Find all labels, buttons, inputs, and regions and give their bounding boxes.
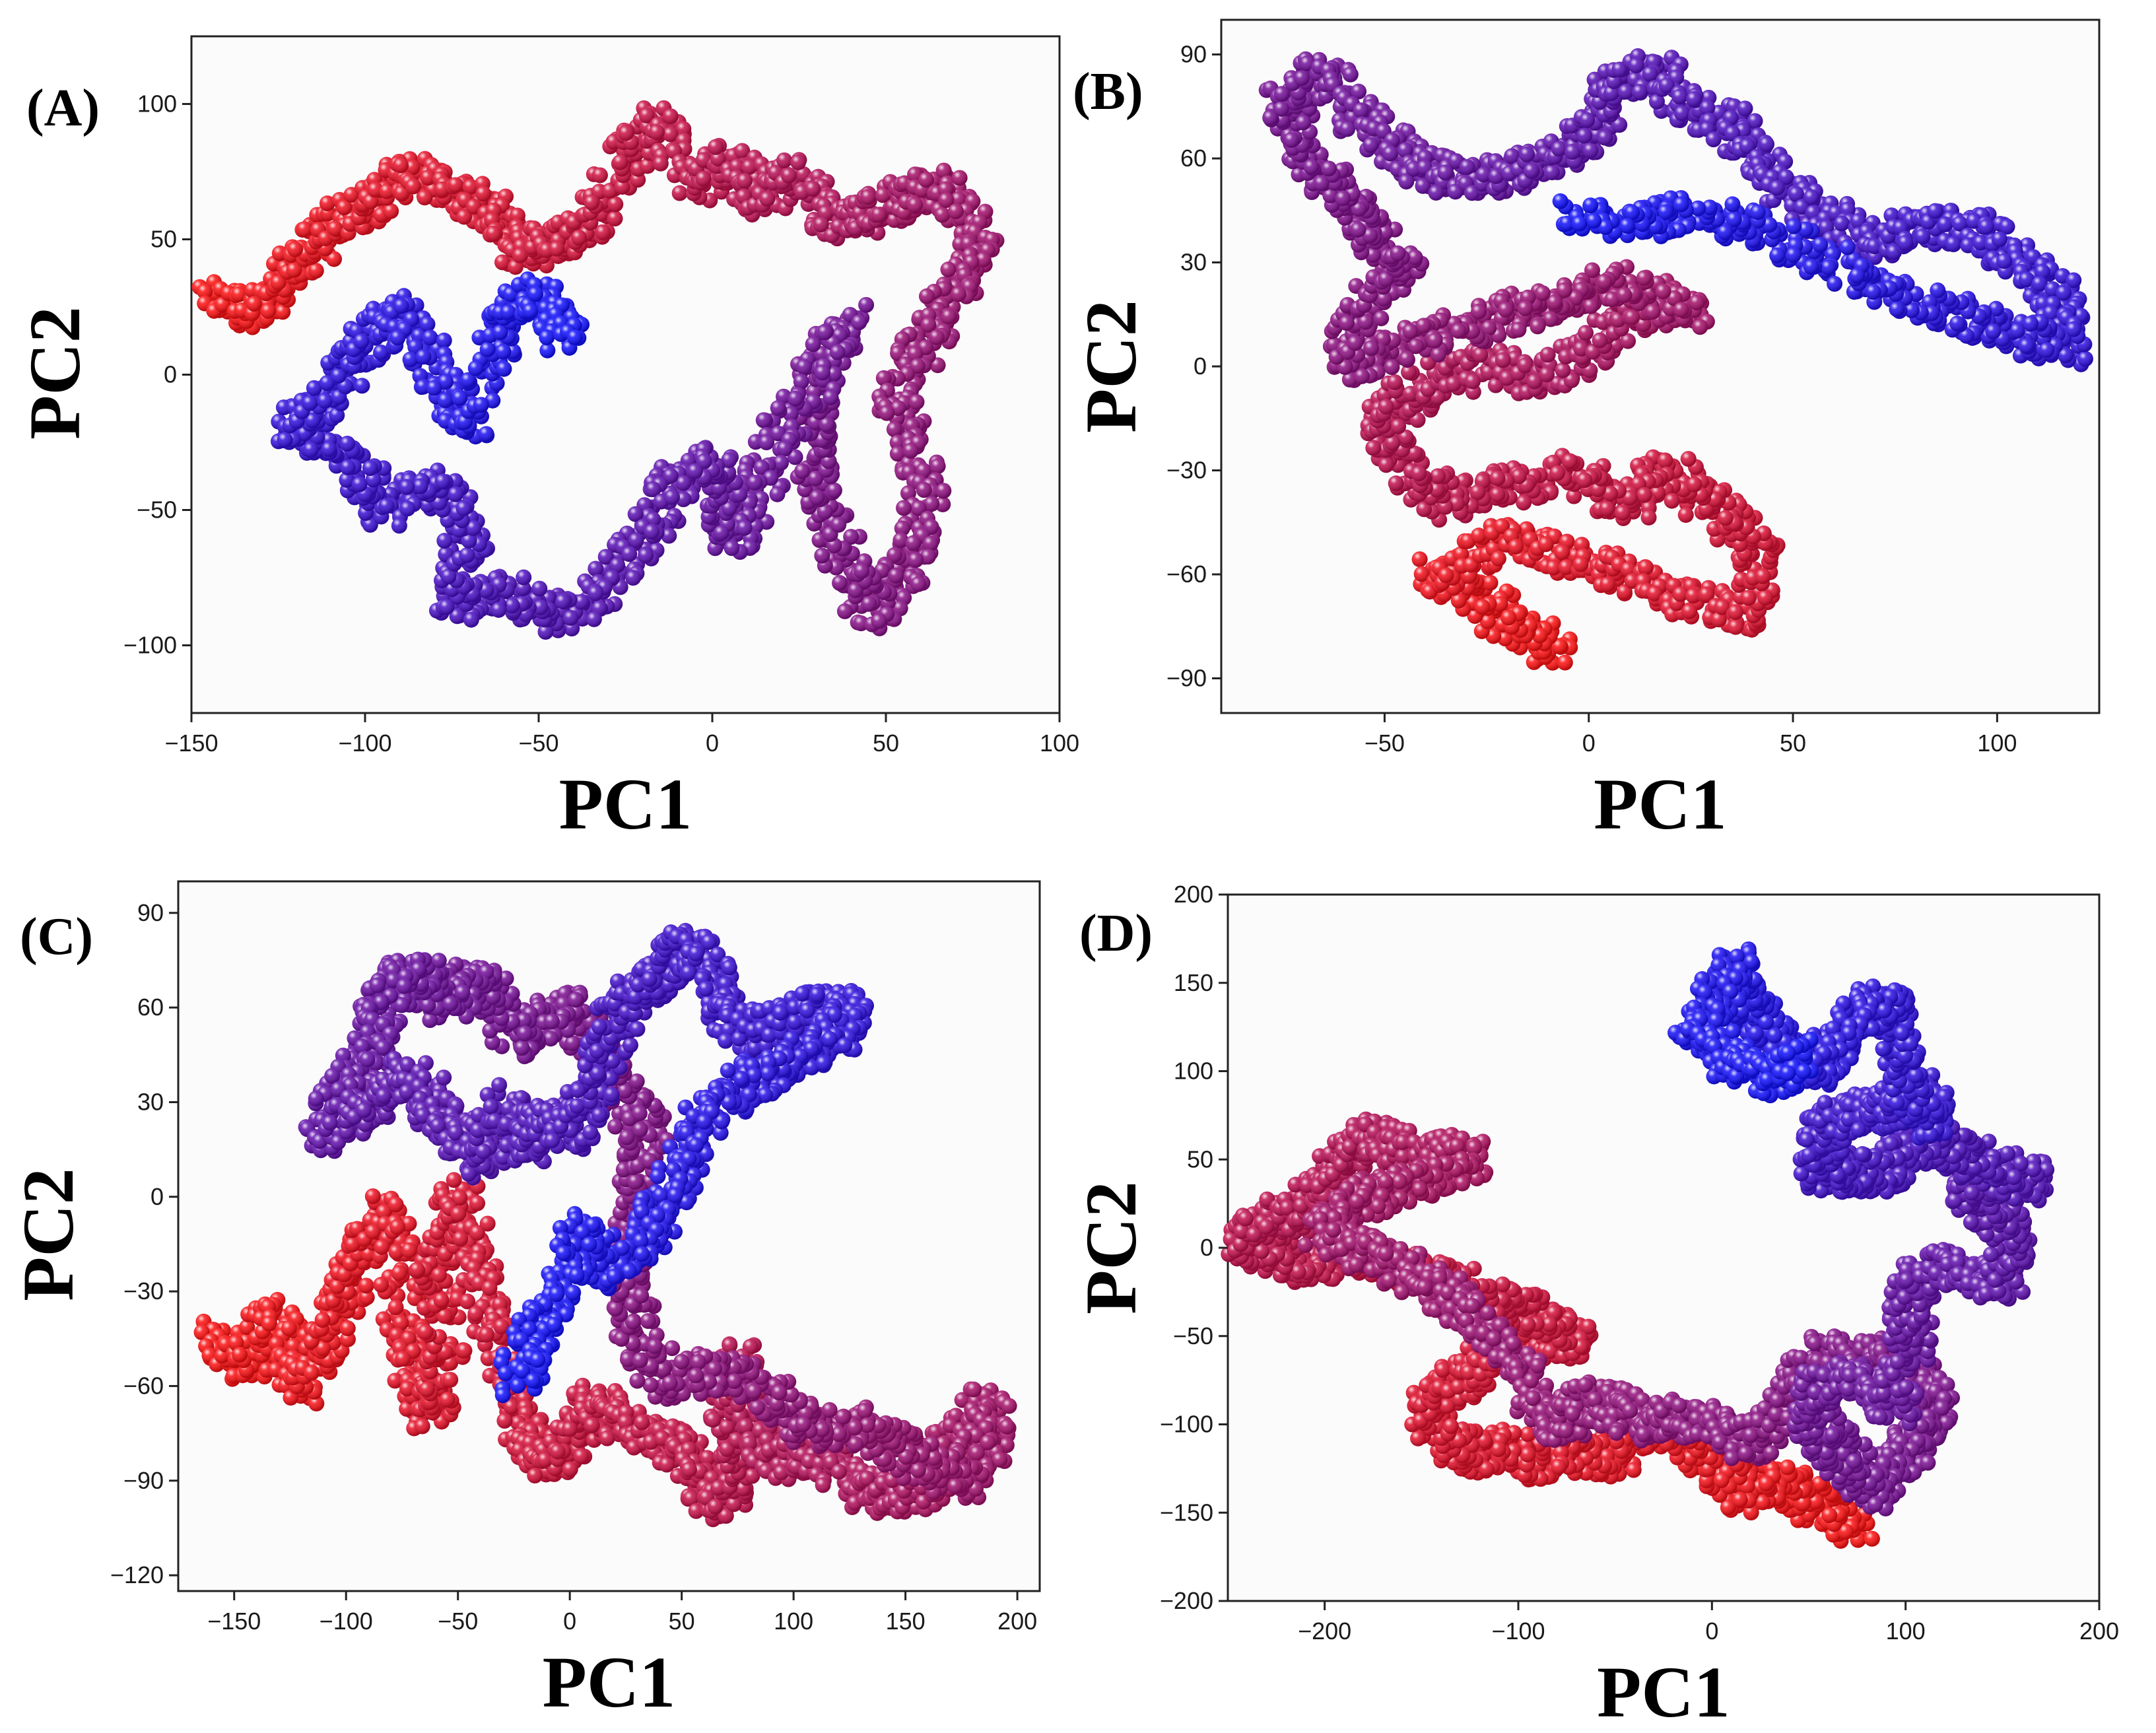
data-point-shine: [260, 303, 276, 319]
data-point-shine: [571, 230, 587, 246]
data-point-shine: [417, 189, 432, 205]
data-point-shine: [308, 263, 324, 279]
data-point-shine: [592, 167, 608, 183]
data-point-shine: [475, 186, 491, 201]
data-point-shine: [653, 156, 669, 172]
figure-canvas: −150 −100 −50 0 50 100−100−50050100PC1PC2(A)−…: [0, 0, 2156, 1733]
data-point-shine: [486, 226, 502, 242]
data-point-shine: [287, 242, 303, 257]
data-point-shine: [663, 108, 679, 124]
data-point-shine: [549, 241, 564, 257]
data-point-shine: [393, 157, 409, 173]
data-point-shine: [607, 196, 623, 212]
data-point-shine: [607, 211, 623, 226]
data-point-shine: [584, 195, 599, 211]
data-point-shine: [405, 178, 421, 194]
data-point-shine: [649, 124, 665, 140]
data-point-shine: [613, 154, 628, 170]
data-point-shine: [595, 224, 611, 240]
data-point-shine: [672, 186, 688, 201]
data-point-shine: [246, 296, 262, 312]
data-point-shine: [618, 125, 634, 141]
data-point-shine: [448, 177, 463, 193]
